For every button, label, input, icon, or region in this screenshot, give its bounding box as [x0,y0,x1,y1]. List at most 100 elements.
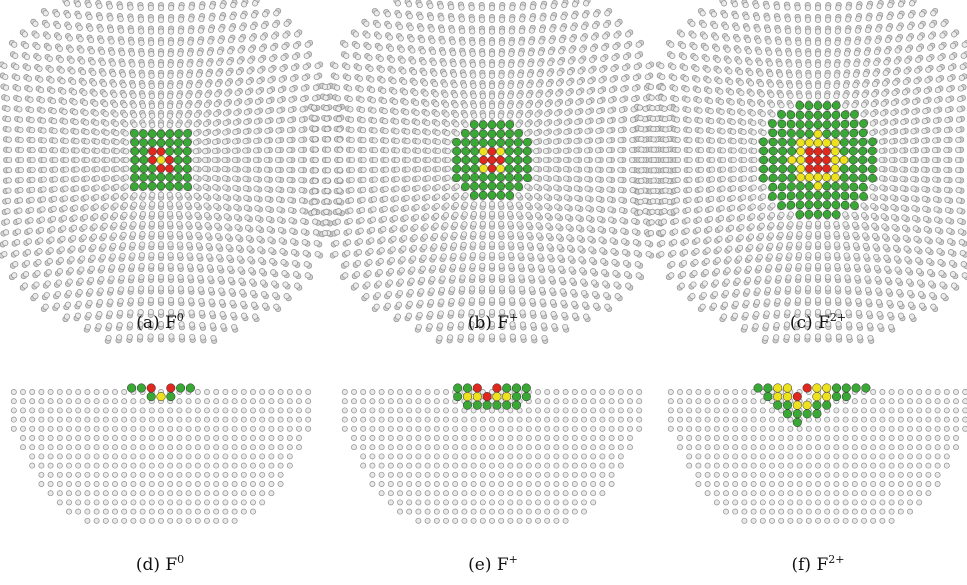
lattice-atom [834,28,841,35]
lattice-atom [879,129,886,136]
lattice-atom [88,265,95,272]
lattice-atom [224,90,231,97]
lattice-atom [852,82,859,89]
lattice-atom [612,43,619,50]
lattice-atom [547,253,554,261]
lattice-atom [408,36,415,43]
lattice-atom [265,98,273,105]
lattice-atom [480,112,487,119]
lattice-atom [499,4,506,12]
lattice-atom [229,299,236,306]
lattice-atom [206,60,213,67]
lattice-atom [22,42,30,49]
lattice-atom [834,50,841,57]
lattice-atom [221,147,228,154]
relaxed-atom-green [504,138,514,148]
lattice-atom [451,231,458,238]
relaxed-atom-green [470,155,480,165]
lattice-atom [378,247,385,254]
lattice-atom [628,156,636,164]
lattice-atom [693,65,700,72]
lattice-atom [286,166,293,173]
lattice-atom [507,231,514,238]
lattice-atom [194,111,201,118]
lattice-atom [533,183,540,190]
lattice-atom [933,107,940,114]
lattice-atom [233,213,240,221]
lattice-atom [498,273,505,281]
lattice-atom [17,176,24,184]
lattice-atom [233,204,240,211]
lattice-atom [211,147,218,155]
lattice-atom [609,76,616,83]
lattice-atom [397,278,404,285]
lattice-atom [479,28,486,35]
lattice-atom [111,101,119,108]
lattice-atom [765,38,772,45]
lattice-atom [312,167,319,174]
lattice-atom [257,67,264,74]
lattice-atom [598,236,605,243]
lattice-atom [890,109,897,116]
lattice-atom [959,63,966,71]
lattice-atom [696,107,703,114]
lattice-atom [449,38,456,46]
lattice-atom [394,0,402,7]
lattice-atom [805,51,812,58]
lattice-atom [276,206,283,213]
lattice-atom [70,78,77,86]
lattice-atom [187,28,194,35]
lattice-atom [381,108,388,115]
lattice-atom [301,239,308,246]
lattice-atom [113,165,120,172]
lattice-atom [412,223,419,231]
lattice-atom [336,146,344,153]
lattice-atom [448,15,455,23]
lattice-atom [203,101,211,108]
lattice-atom [750,119,757,127]
lattice-atom [97,299,104,306]
lattice-atom [273,10,280,17]
lattice-atom [321,230,329,237]
lattice-atom [40,176,47,183]
lattice-atom [461,211,468,218]
lattice-atom [46,55,53,62]
lattice-atom [730,128,737,135]
lattice-atom [910,137,917,145]
lattice-atom [488,93,496,100]
lattice-atom [323,208,330,215]
lattice-atom [870,110,877,118]
lattice-atom [498,251,505,259]
relaxed-atom-yellow [479,164,488,173]
lattice-atom [36,65,43,72]
lattice-atom [218,26,225,33]
relaxed-atom-green [505,120,515,129]
lattice-atom [729,109,736,116]
lattice-atom [861,91,868,98]
lattice-atom [603,291,610,299]
lattice-atom [662,136,669,143]
lattice-atom [157,72,165,79]
lattice-atom [669,52,676,59]
lattice-atom [167,72,174,79]
lattice-atom [370,117,378,124]
lattice-atom [393,185,400,192]
lattice-atom [177,274,184,281]
relaxed-atom-green [183,129,192,138]
lattice-atom [452,211,459,218]
lattice-atom [157,285,165,292]
lattice-atom [937,54,944,61]
lattice-atom [147,4,154,12]
lattice-atom [573,147,580,154]
lattice-atom [678,31,685,38]
lattice-atom [943,127,950,134]
lattice-atom [263,166,270,173]
lattice-atom [940,20,947,27]
lattice-atom [764,27,772,34]
lattice-atom [13,249,20,257]
lattice-atom [167,61,174,69]
lattice-atom [460,72,467,79]
lattice-atom [193,183,200,190]
lattice-atom [149,191,156,198]
lattice-atom [549,14,556,21]
